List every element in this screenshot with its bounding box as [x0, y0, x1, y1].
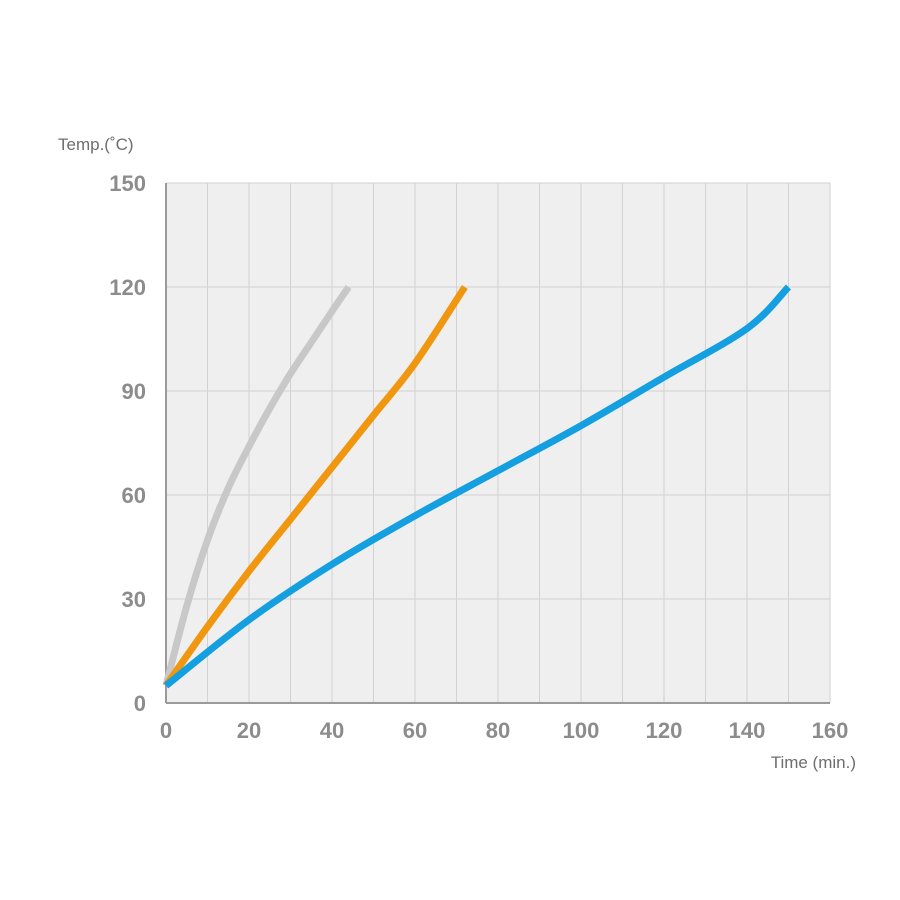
y-tick-label: 60 [122, 483, 146, 508]
y-tick-label: 90 [122, 379, 146, 404]
x-tick-label: 120 [646, 718, 683, 743]
x-tick-label: 140 [729, 718, 766, 743]
x-tick-label: 20 [237, 718, 261, 743]
y-tick-label: 0 [134, 691, 146, 716]
x-tick-label: 40 [320, 718, 344, 743]
y-tick-label: 30 [122, 587, 146, 612]
y-tick-label: 150 [109, 171, 146, 196]
y-tick-label: 120 [109, 275, 146, 300]
x-tick-label: 80 [486, 718, 510, 743]
y-axis-title: Temp.(˚C) [58, 135, 134, 154]
x-tick-label: 160 [812, 718, 849, 743]
x-tick-label: 0 [160, 718, 172, 743]
x-tick-label: 60 [403, 718, 427, 743]
x-axis-title: Time (min.) [771, 753, 856, 772]
x-tick-label: 100 [563, 718, 600, 743]
